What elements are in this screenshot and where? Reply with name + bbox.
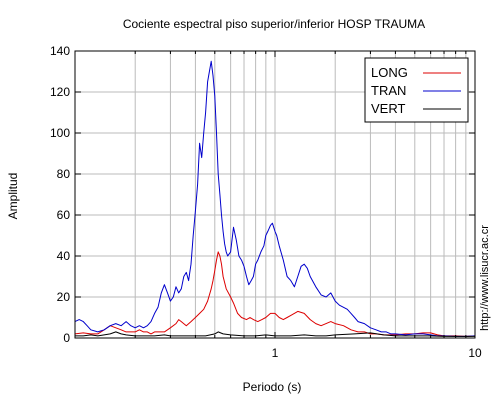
legend-label-long: LONG: [371, 65, 408, 80]
x-axis-label: Periodo (s): [243, 380, 302, 394]
series-line-tran: [74, 60, 476, 337]
y-tick-label: 0: [63, 331, 70, 345]
legend-label-vert: VERT: [371, 101, 405, 116]
y-tick-label: 40: [57, 249, 71, 263]
url-watermark: http://www.lisucr.ac.cr: [479, 225, 491, 331]
x-tick-label: 1: [272, 346, 279, 360]
x-tick-label: 10: [468, 346, 482, 360]
x-axis-ticks: 1 10: [134, 51, 482, 360]
legend-label-tran: TRAN: [371, 83, 406, 98]
y-tick-label: 140: [50, 44, 70, 58]
y-tick-label: 100: [50, 126, 70, 140]
y-axis-label: Amplitud: [6, 173, 20, 220]
y-tick-label: 20: [57, 290, 71, 304]
legend: LONG TRAN VERT: [364, 57, 469, 123]
y-tick-label: 60: [57, 208, 71, 222]
y-axis-ticks: 0 20 40 60 80 100 120 140: [50, 44, 475, 345]
series-layer: [74, 60, 476, 337]
y-tick-label: 80: [57, 167, 71, 181]
y-tick-label: 120: [50, 85, 70, 99]
series-line-vert: [75, 331, 475, 337]
chart-title: Cociente espectral piso superior/inferio…: [123, 17, 425, 31]
legend-box: [364, 57, 469, 123]
series-line-long: [74, 251, 476, 337]
